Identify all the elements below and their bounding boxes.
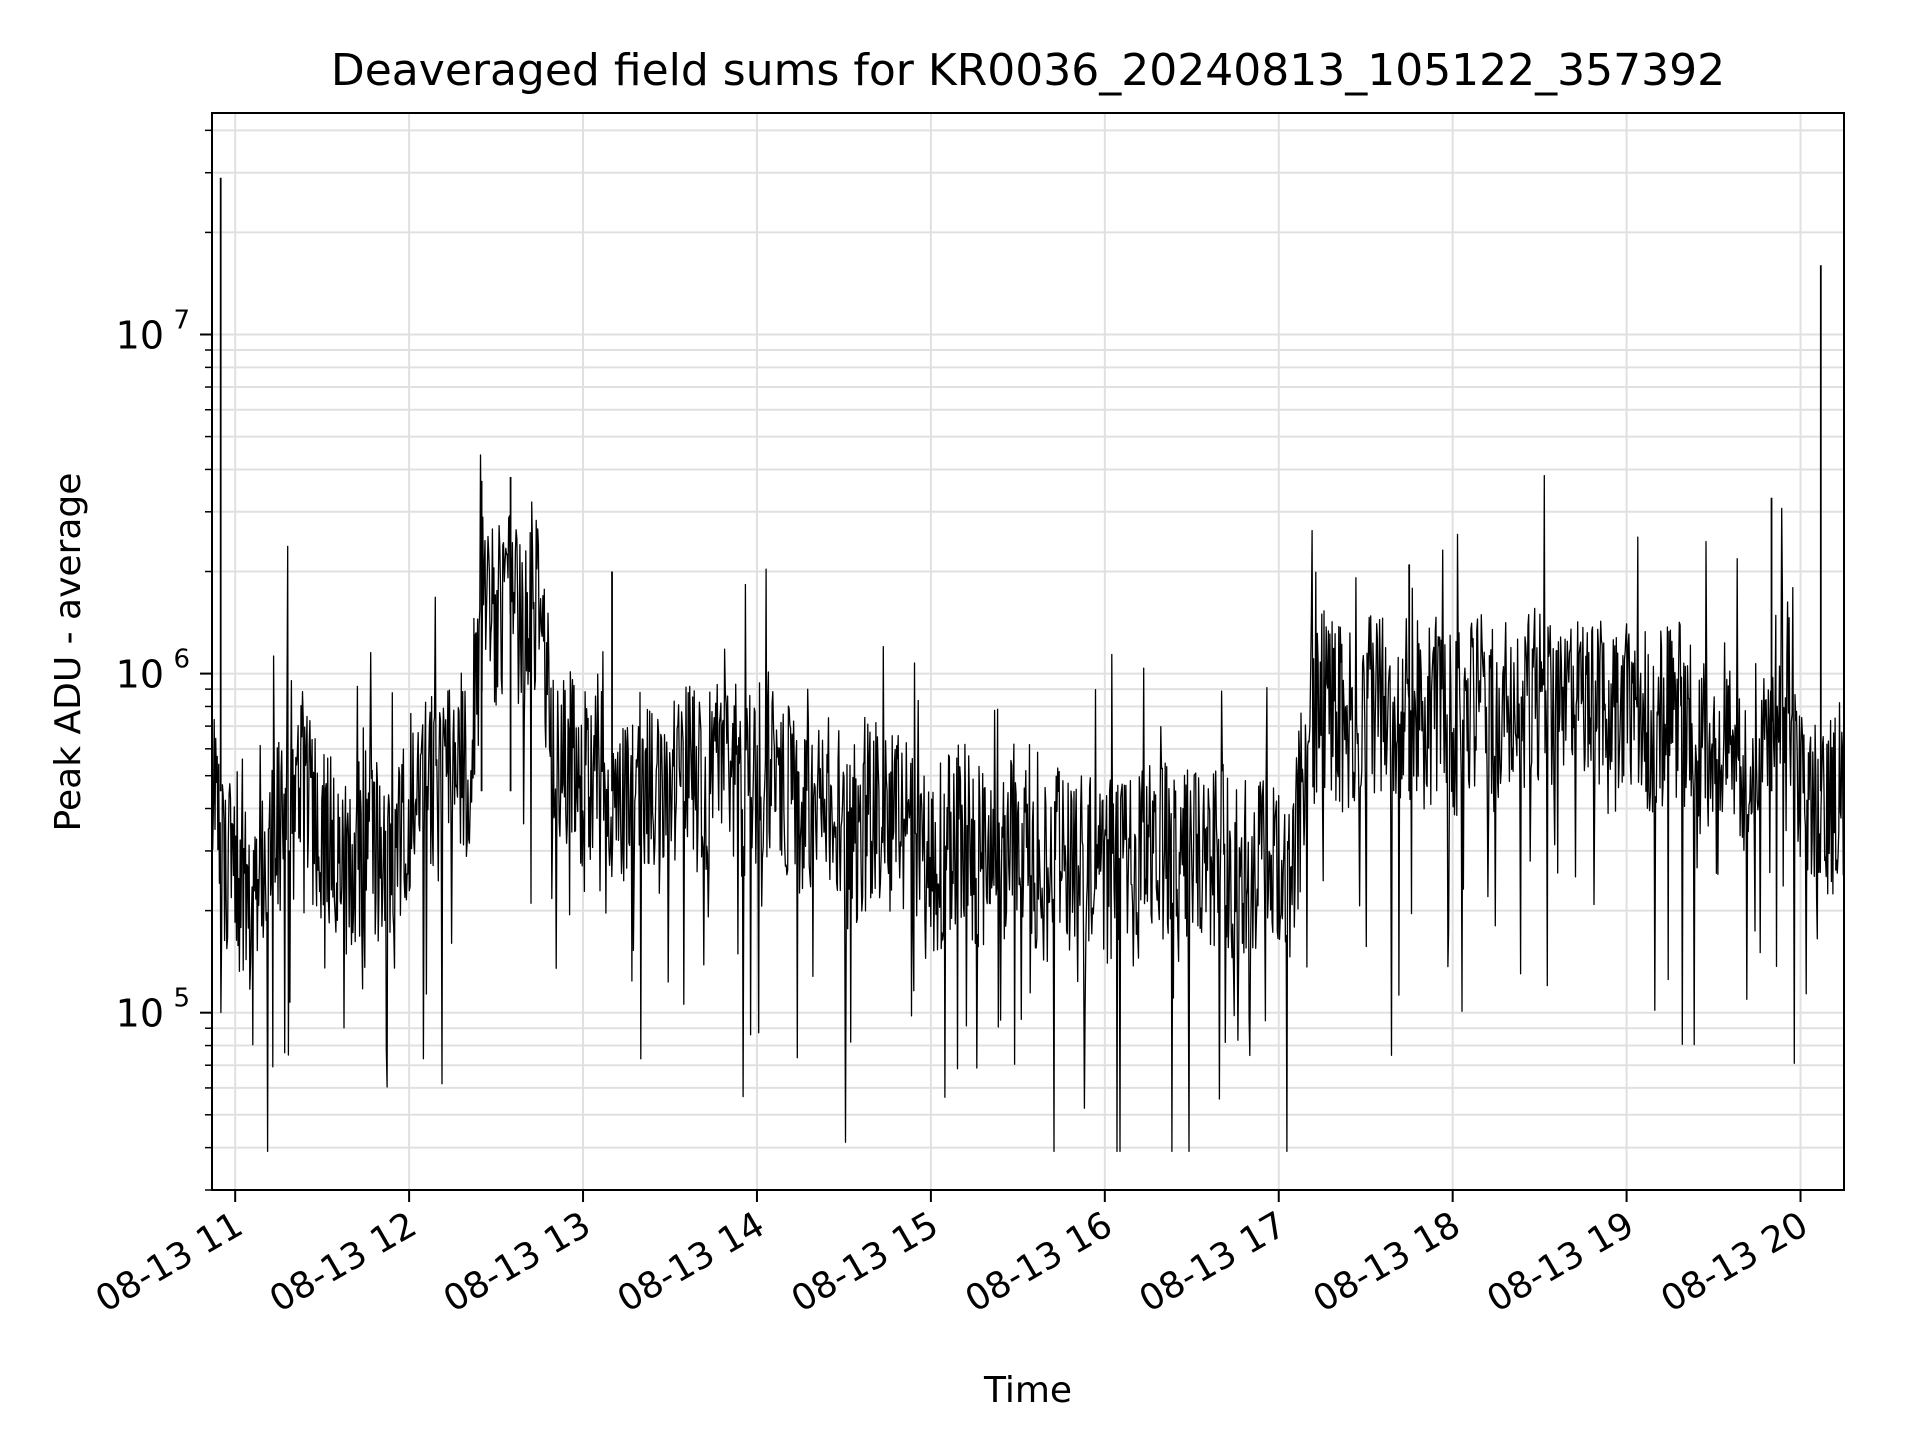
y-axis-label: Peak ADU - average: [48, 473, 89, 832]
y-tick-label-base: 10: [116, 653, 164, 697]
y-tick-label: 10: [116, 992, 164, 1036]
chart-title: Deaveraged field sums for KR0036_2024081…: [331, 45, 1725, 96]
y-tick-label-exponent: 7: [173, 306, 190, 336]
y-tick-label-exponent: 6: [173, 645, 190, 675]
y-tick-label: 10: [116, 653, 164, 697]
y-tick-label-exponent: 5: [173, 984, 190, 1014]
plot-frame: [211, 112, 1845, 1191]
y-tick-label-base: 10: [116, 992, 164, 1036]
y-tick-label: 10: [116, 314, 164, 358]
data-series: [211, 177, 1845, 1153]
y-tick-label-base: 10: [116, 314, 164, 358]
series-line: [211, 454, 1845, 1153]
x-axis-label: Time: [983, 1370, 1072, 1411]
